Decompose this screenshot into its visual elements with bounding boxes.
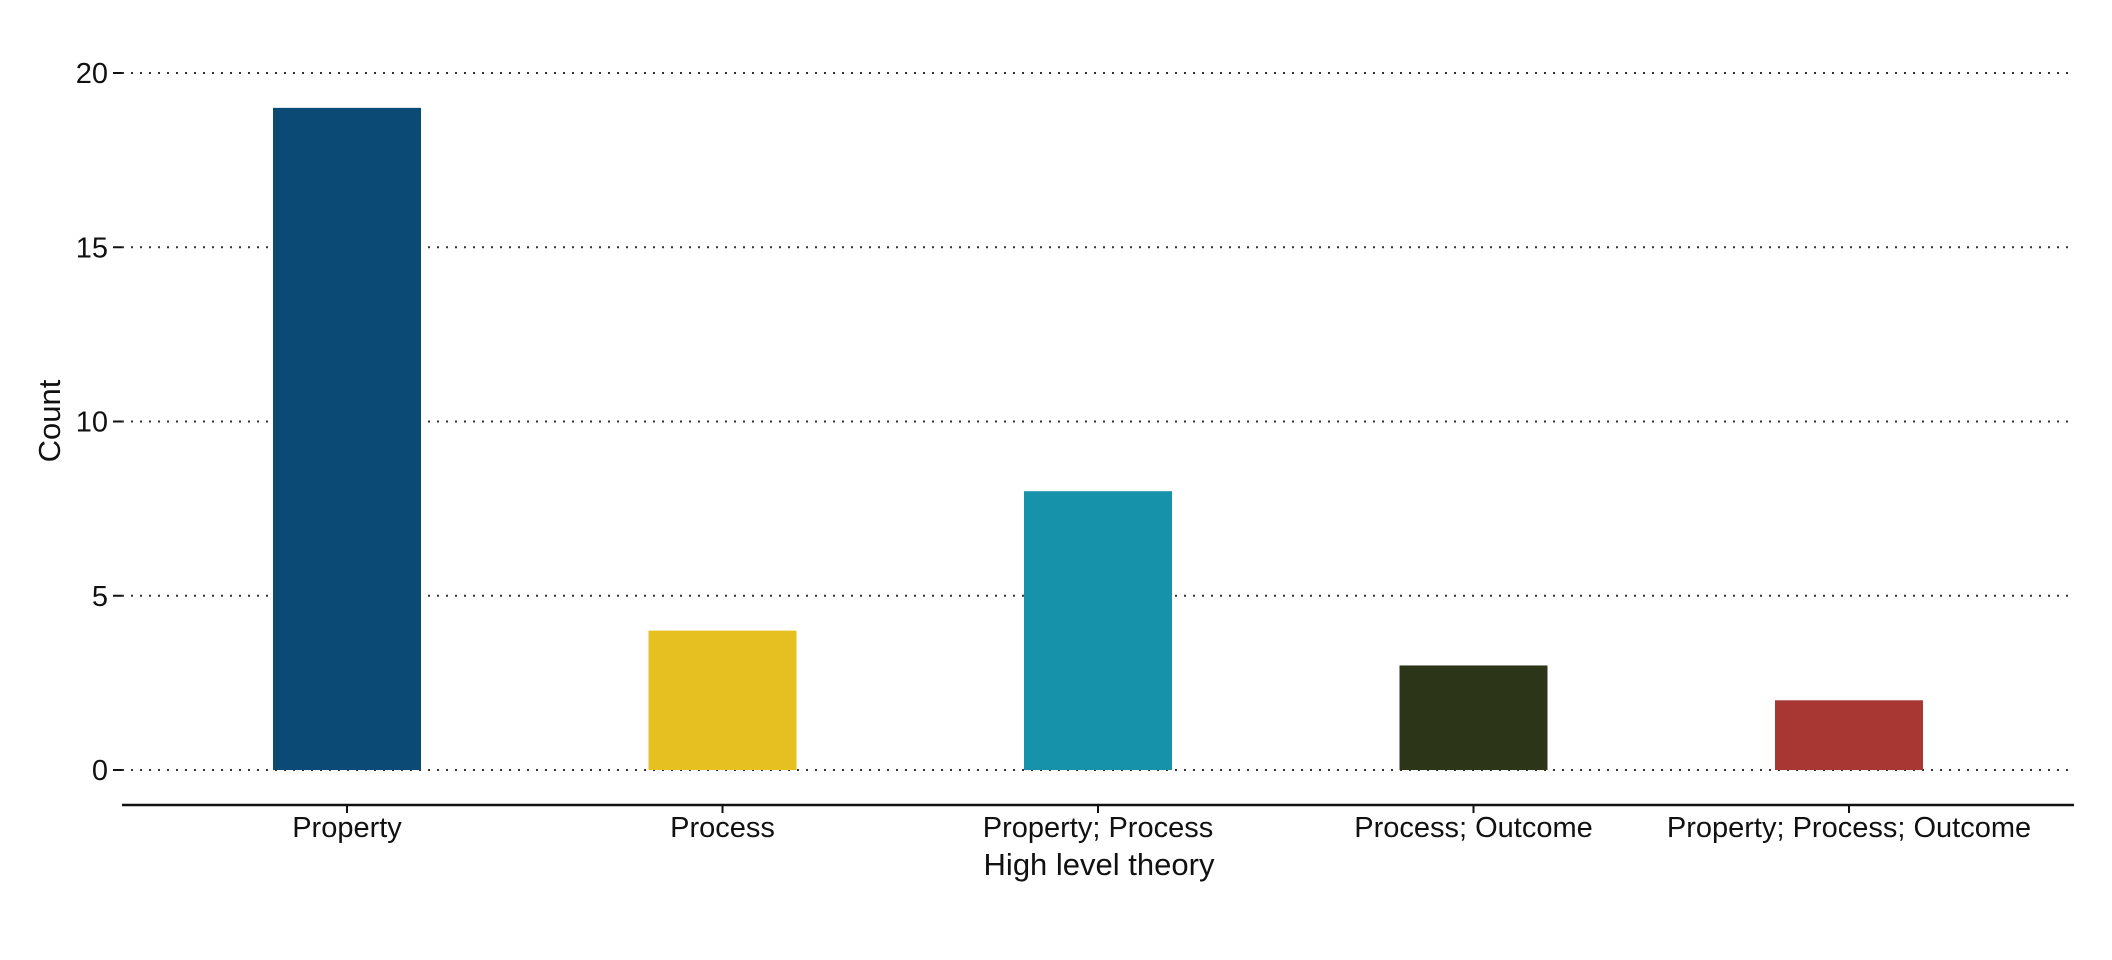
bar bbox=[1024, 491, 1172, 770]
y-tick-label: 10 bbox=[76, 407, 108, 439]
x-tick-label: Process bbox=[670, 812, 775, 844]
bar bbox=[273, 107, 421, 771]
x-axis-title: High level theory bbox=[984, 847, 1215, 882]
y-tick-label: 0 bbox=[92, 755, 108, 787]
bar bbox=[1399, 665, 1548, 770]
bar bbox=[1775, 700, 1923, 770]
y-axis-title: Count bbox=[32, 379, 67, 462]
x-tick-label: Property; Process; Outcome bbox=[1667, 812, 2031, 844]
x-tick-label: Property bbox=[292, 812, 402, 844]
x-tick-label: Property; Process bbox=[983, 812, 1213, 844]
y-tick-label: 15 bbox=[76, 232, 108, 264]
y-tick-label: 5 bbox=[92, 581, 108, 613]
y-tick-label: 20 bbox=[76, 58, 108, 90]
bars bbox=[273, 107, 1923, 771]
bar bbox=[648, 630, 797, 770]
x-tick-label: Process; Outcome bbox=[1354, 812, 1593, 844]
gridlines bbox=[122, 72, 2074, 771]
x-axis-ticks: Property Process Property; Process Process;… bbox=[292, 805, 2031, 844]
y-axis-ticks: 0 5 10 15 20 bbox=[76, 58, 122, 787]
